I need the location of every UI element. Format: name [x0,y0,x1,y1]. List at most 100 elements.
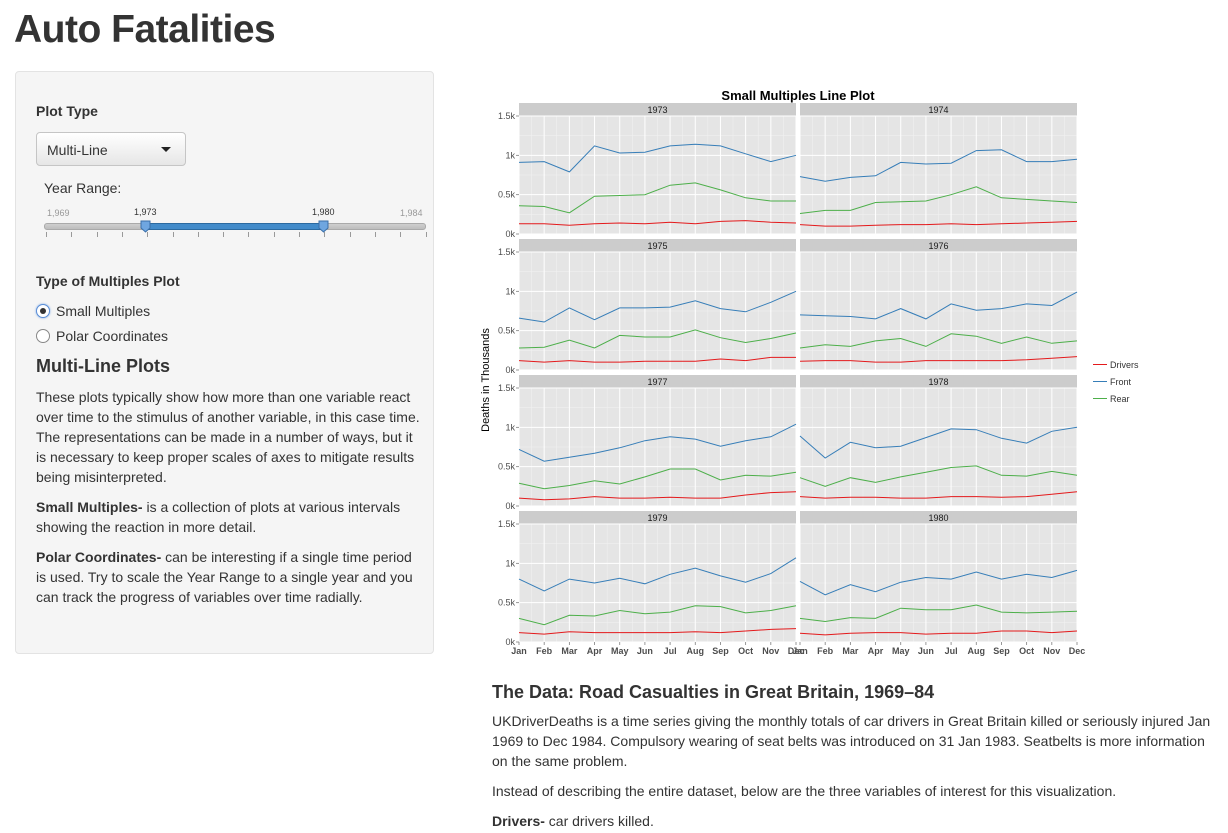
series-line-drivers [518,356,796,363]
series-line-drivers [519,220,797,226]
slider-tick [324,232,326,237]
drivers-definition: Drivers- car drivers killed. [492,811,1222,831]
term: Drivers- [492,813,545,829]
x-tick-label: Sep [993,646,1010,656]
slider-tick [223,232,225,237]
y-tick-label: 0.5k [498,190,516,200]
section-heading: Multi-Line Plots [36,356,170,376]
legend-swatch [1093,381,1107,382]
definition: is a collection of plots at various inte… [36,499,401,535]
facet-strip [519,511,796,524]
radio-small-multiples[interactable]: Small Multiples [36,303,150,319]
facet-strip-label: 1974 [928,105,948,115]
x-tick-label: Mar [561,646,578,656]
series-line-front [799,426,1078,459]
radio-polar-coordinates[interactable]: Polar Coordinates [36,328,168,344]
slider-tick [299,232,300,237]
series-line-rear [799,333,1078,349]
x-tick-label: Apr [587,646,603,656]
y-tick-label: 1k [505,150,515,160]
y-tick-label: 1k [505,558,515,568]
x-tick-label: Feb [536,646,553,656]
y-tick-label: 0.5k [498,462,516,472]
facet-strip-label: 1976 [928,241,948,251]
series-line-drivers [799,356,1078,363]
slider-tick [374,232,376,237]
y-tick-label: 0k [505,229,515,239]
x-tick-label: Jan [511,646,527,656]
slider-from-label: 1,973 [134,207,157,217]
x-tick-label: Dec [1069,646,1086,656]
facet-strip-label: 1975 [647,241,667,251]
x-tick-label: May [892,646,910,656]
series-line-rear [799,186,1078,214]
legend-label: Drivers [1110,360,1139,370]
x-tick-label: Feb [817,646,834,656]
slider-min-label: 1,969 [47,208,70,218]
facet-strip-label: 1980 [928,513,948,523]
slider-tick [248,232,250,237]
small-multiples-chart: Small Multiples Line Plot Deaths in Thous… [480,88,1086,656]
facet-strip-label: 1977 [647,377,667,387]
description-paragraph: These plots typically show how more than… [36,389,420,485]
x-tick-label: Jan [792,646,808,656]
facet-strip [800,511,1077,524]
series-line-front [518,143,797,173]
plot-type-value: Multi-Line [47,142,108,158]
x-tick-label: Dec [788,646,805,656]
series-line-rear [799,465,1078,487]
definition: car drivers killed. [544,813,654,829]
slider-handle-to[interactable] [318,220,329,233]
small-multiples-paragraph: Small Multiples- is a collection of plot… [36,497,421,537]
radio-label: Polar Coordinates [56,328,169,344]
chevron-down-icon [161,147,171,152]
y-tick-label: 1.5k [498,519,516,529]
y-tick-label: 1k [505,422,515,432]
x-tick-label: Mar [842,646,859,656]
series-line-front [518,290,797,323]
data-paragraph-2: Instead of describing the entire dataset… [492,783,1117,799]
series-line-rear [799,604,1078,623]
facet-strip [519,239,796,252]
series-line-drivers [799,630,1078,636]
x-tick-label: Oct [738,646,753,656]
y-tick-label: 0k [505,501,515,511]
legend-swatch [1093,364,1107,365]
data-paragraph: UKDriverDeaths is a time series giving t… [492,713,1211,769]
series-line-drivers [799,220,1078,227]
x-tick-label: May [611,646,629,656]
x-tick-label: Jul [664,646,677,656]
year-range-slider-bar[interactable] [146,223,323,230]
radio-unchecked-icon[interactable] [36,329,50,343]
slider-tick [349,232,351,237]
facet-strip [519,375,796,388]
multiples-type-label: Type of Multiples Plot [36,273,180,289]
slider-tick [121,232,123,237]
sidebar-panel: Plot Type Multi-Line Year Range: 1,969 1… [15,71,434,654]
x-tick-label: Apr [868,646,884,656]
y-tick-label: 1.5k [498,383,516,393]
y-tick-label: 0.5k [498,326,516,336]
slider-tick [46,232,47,237]
radio-checked-icon[interactable] [36,304,50,318]
plot-type-select[interactable]: Multi-Line [36,132,186,166]
y-tick-label: 1.5k [498,247,516,257]
slider-handle-from[interactable] [140,220,151,233]
definition: can be interesting if a single time peri… [36,549,413,605]
facet-strip [800,239,1077,252]
y-tick-label: 0k [505,637,515,647]
series-line-front [799,291,1078,320]
data-section-heading: The Data: Road Casualties in Great Brita… [492,682,935,702]
year-range-label: Year Range: [44,180,122,196]
slider-tick [172,232,174,237]
slider-tick [71,232,73,237]
facet-strip-label: 1978 [928,377,948,387]
series-line-rear [518,605,797,626]
slider-to-label: 1,980 [312,207,335,217]
series-line-front [518,557,797,592]
slider-tick [425,232,427,237]
x-tick-label: Aug [687,646,705,656]
series-line-front [799,569,1078,596]
facet-strip [519,103,796,116]
slider-tick [96,232,98,237]
